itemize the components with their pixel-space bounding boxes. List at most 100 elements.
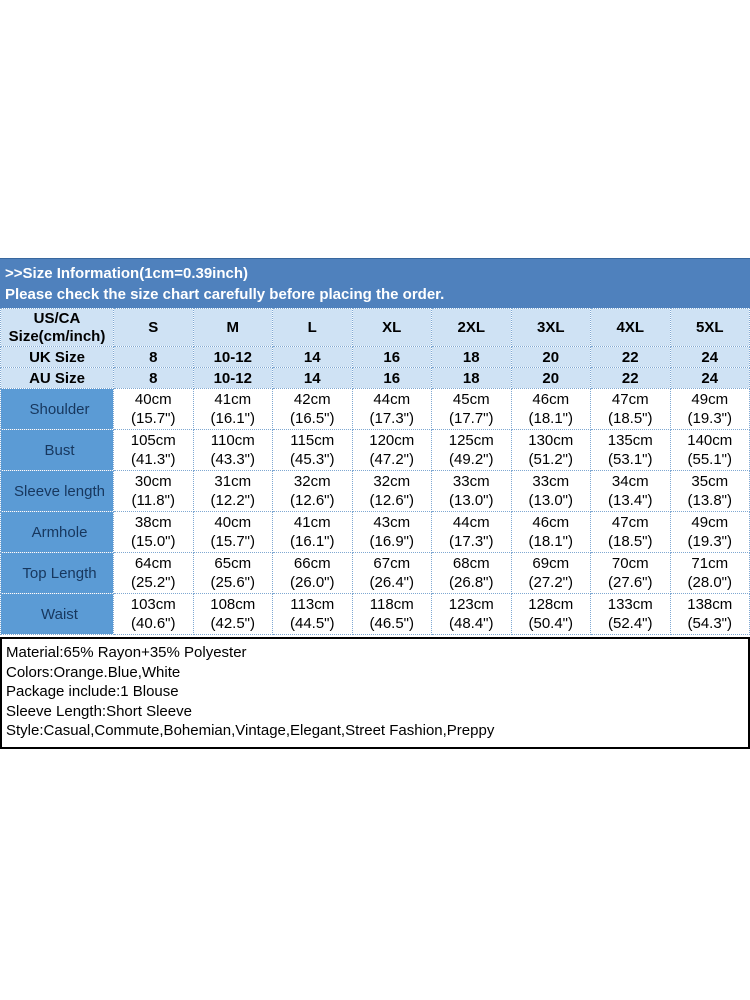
measure-value-shoulder-3xl: 46cm (18.1") <box>510 388 591 430</box>
au-size-row: AU Size 8 10-12 14 16 18 20 22 24 <box>0 367 750 389</box>
value-cm: 44cm <box>452 514 490 531</box>
value-cm: 42cm <box>293 391 331 408</box>
value-cm: 123cm <box>448 596 494 613</box>
banner-note: Please check the size chart carefully be… <box>5 286 445 303</box>
value-cm: 140cm <box>687 432 733 449</box>
value-cm: 40cm <box>134 391 172 408</box>
value-inch: (12.2") <box>210 492 255 509</box>
value-cm: 68cm <box>452 555 490 572</box>
measure-row-bust: Bust 105cm (41.3") 110cm (43.3") 115cm (45.3")… <box>0 429 750 471</box>
measure-value-bust-4xl: 135cm (53.1") <box>590 429 671 471</box>
value-cm: 113cm <box>290 596 335 613</box>
value-cm: 46cm <box>532 514 570 531</box>
value-inch: (27.6") <box>607 574 653 591</box>
uk-size-value-2xl: 18 <box>431 346 512 368</box>
value-cm: 118cm <box>369 596 414 613</box>
measure-value-waist-2xl: 123cm (48.4") <box>431 593 512 635</box>
value-cm: 125cm <box>448 432 494 449</box>
value-inch: (48.4") <box>448 615 494 632</box>
measure-row-sleeve-length: Sleeve length 30cm (11.8") 31cm (12.2") 32cm (… <box>0 470 750 512</box>
value-inch: (49.2") <box>448 451 494 468</box>
value-cm: 65cm <box>214 555 252 572</box>
uk-size-label: UK Size <box>0 346 114 368</box>
au-size-label: AU Size <box>0 367 114 389</box>
detail-line-4: Sleeve Length:Short Sleeve <box>6 702 192 720</box>
uk-size-row: UK Size 8 10-12 14 16 18 20 22 24 <box>0 346 750 368</box>
value-inch: (18.5") <box>607 533 653 550</box>
au-size-value-l: 14 <box>272 367 353 389</box>
uk-size-value-3xl: 20 <box>510 346 591 368</box>
value-cm: 110cm <box>210 432 255 449</box>
value-cm: 49cm <box>691 514 729 531</box>
value-cm: 133cm <box>607 596 653 613</box>
size-col-5xl: 5XL <box>669 308 750 347</box>
value-cm: 38cm <box>134 514 172 531</box>
measure-value-waist-xl: 118cm (46.5") <box>351 593 432 635</box>
measure-value-waist-s: 103cm (40.6") <box>113 593 194 635</box>
value-cm: 67cm <box>373 555 411 572</box>
value-inch: (27.2") <box>528 574 573 591</box>
measure-row-armhole: Armhole 38cm (15.0") 40cm (15.7") 41cm (16.1")… <box>0 511 750 553</box>
uk-size-value-s: 8 <box>113 346 194 368</box>
au-size-value-xl: 16 <box>351 367 432 389</box>
size-col-xl: XL <box>351 308 432 347</box>
value-inch: (16.1") <box>289 533 335 550</box>
value-inch: (25.6") <box>210 574 255 591</box>
measure-value-bust-s: 105cm (41.3") <box>113 429 194 471</box>
value-cm: 30cm <box>134 473 172 490</box>
value-cm: 41cm <box>293 514 331 531</box>
au-size-value-5xl: 24 <box>669 367 750 389</box>
value-cm: 32cm <box>293 473 331 490</box>
value-cm: 69cm <box>532 555 570 572</box>
measure-value-armhole-m: 40cm (15.7") <box>192 511 273 553</box>
measure-label-shoulder: Shoulder <box>0 388 114 430</box>
corner-header-line2: Size(cm/inch) <box>8 327 106 345</box>
value-inch: (16.1") <box>210 410 255 427</box>
value-inch: (17.3") <box>369 410 414 427</box>
measure-value-top-length-xl: 67cm (26.4") <box>351 552 432 594</box>
value-cm: 31cm <box>214 473 252 490</box>
measure-value-top-length-l: 66cm (26.0") <box>272 552 353 594</box>
measure-value-bust-l: 115cm (45.3") <box>272 429 353 471</box>
value-inch: (15.7") <box>130 410 176 427</box>
measure-value-armhole-2xl: 44cm (17.3") <box>431 511 512 553</box>
au-size-value-4xl: 22 <box>590 367 671 389</box>
value-inch: (17.7") <box>448 410 494 427</box>
size-col-l: L <box>272 308 353 347</box>
size-col-2xl: 2XL <box>431 308 512 347</box>
value-cm: 43cm <box>373 514 411 531</box>
value-inch: (25.2") <box>130 574 176 591</box>
banner-title: >>Size Information(1cm=0.39inch) <box>5 265 248 282</box>
value-inch: (26.8") <box>448 574 494 591</box>
value-cm: 71cm <box>691 555 729 572</box>
value-inch: (28.0") <box>687 574 732 591</box>
measure-value-sleeve-length-5xl: 35cm (13.8") <box>669 470 750 512</box>
measure-value-armhole-5xl: 49cm (19.3") <box>669 511 750 553</box>
value-cm: 108cm <box>210 596 256 613</box>
value-inch: (18.1") <box>528 410 573 427</box>
value-inch: (12.6") <box>289 492 335 509</box>
value-inch: (54.3") <box>687 615 732 632</box>
detail-line-3: Package include:1 Blouse <box>6 683 179 700</box>
measure-value-shoulder-2xl: 45cm (17.7") <box>431 388 512 430</box>
measure-label-armhole: Armhole <box>0 511 114 553</box>
measure-value-top-length-4xl: 70cm (27.6") <box>590 552 671 594</box>
value-inch: (16.9") <box>369 533 414 550</box>
size-header-row: US/CA Size(cm/inch) S M L XL 2XL 3XL 4XL 5XL <box>0 308 750 347</box>
measure-value-waist-4xl: 133cm (52.4") <box>590 593 671 635</box>
value-inch: (26.0") <box>289 574 335 591</box>
value-inch: (13.0") <box>448 492 494 509</box>
content-area: >>Size Information(1cm=0.39inch) Please … <box>0 258 750 749</box>
measure-row-shoulder: Shoulder 40cm (15.7") 41cm (16.1") 42cm (16.5"… <box>0 388 750 430</box>
value-inch: (13.8") <box>687 492 732 509</box>
measure-value-sleeve-length-s: 30cm (11.8") <box>113 470 194 512</box>
measure-value-top-length-5xl: 71cm (28.0") <box>669 552 750 594</box>
value-cm: 135cm <box>607 432 653 449</box>
value-inch: (52.4") <box>607 615 653 632</box>
value-inch: (55.1") <box>687 451 732 468</box>
value-inch: (44.5") <box>289 615 335 632</box>
value-cm: 32cm <box>373 473 411 490</box>
value-cm: 34cm <box>611 473 649 490</box>
measure-value-waist-3xl: 128cm (50.4") <box>510 593 591 635</box>
